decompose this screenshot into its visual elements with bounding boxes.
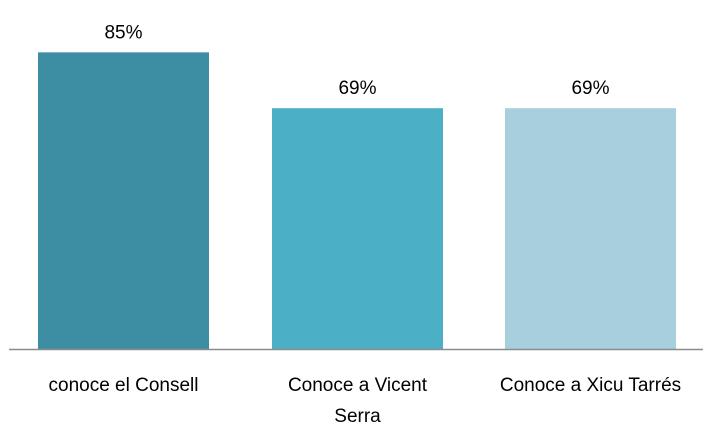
value-label-1: 85% <box>104 22 142 43</box>
category-label-line: Serra <box>334 406 381 427</box>
bar-2 <box>272 108 443 349</box>
category-label-3: Conoce a Xicu Tarrés <box>500 375 681 396</box>
value-label-2: 69% <box>338 78 376 99</box>
value-label-3: 69% <box>571 78 609 99</box>
bar-3 <box>505 108 676 349</box>
category-label-2: Conoce a Vicent Serra <box>288 375 428 427</box>
category-label-line: conoce el Consell <box>49 375 199 396</box>
category-label-1: conoce el Consell <box>49 375 199 396</box>
category-labels-group: conoce el Consell Conoce a Vicent SerraCon… <box>49 375 682 427</box>
category-label-line: Conoce a Xicu Tarrés <box>500 375 681 396</box>
bars-group <box>38 52 676 349</box>
value-labels-group: 85% 69% 69% <box>104 22 609 99</box>
category-label-line: Conoce a Vicent <box>288 375 428 396</box>
bar-1 <box>38 52 209 349</box>
